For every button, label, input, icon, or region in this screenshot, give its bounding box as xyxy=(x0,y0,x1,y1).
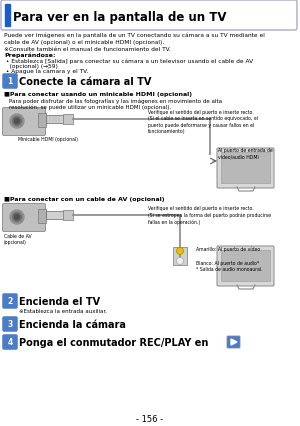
Text: Conecte la cámara al TV: Conecte la cámara al TV xyxy=(19,77,152,87)
Bar xyxy=(38,210,46,224)
FancyBboxPatch shape xyxy=(217,149,274,189)
Text: Al puerto de entrada de video/audio HDMI: Al puerto de entrada de video/audio HDMI xyxy=(218,148,273,159)
Text: Puede ver imágenes en la pantalla de un TV conectando su cámara a su TV mediante: Puede ver imágenes en la pantalla de un … xyxy=(4,33,265,52)
Text: Verifique el sentido del puerto e inserte recto.
(Si el cable se inserta en sent: Verifique el sentido del puerto e insert… xyxy=(148,110,258,134)
Bar xyxy=(46,116,64,124)
Bar xyxy=(5,5,10,27)
Text: Para ver en la pantalla de un TV: Para ver en la pantalla de un TV xyxy=(13,11,226,23)
FancyBboxPatch shape xyxy=(2,204,46,232)
Text: Minicable HDMI (opcional): Minicable HDMI (opcional) xyxy=(18,137,78,142)
Circle shape xyxy=(14,119,20,124)
Text: Encienda el TV: Encienda el TV xyxy=(19,296,100,306)
Text: Blanco: Al puerto de audio*
* Salida de audio monoaural.: Blanco: Al puerto de audio* * Salida de … xyxy=(196,260,262,271)
Bar xyxy=(221,153,270,184)
Bar xyxy=(221,250,270,281)
Circle shape xyxy=(10,115,24,129)
Text: • Apague la cámara y el TV.: • Apague la cámara y el TV. xyxy=(4,69,88,74)
Text: - 156 -: - 156 - xyxy=(136,414,164,423)
Text: Para poder disfrutar de las fotografías y las imágenes en movimiento de alta: Para poder disfrutar de las fotografías … xyxy=(9,99,222,104)
Circle shape xyxy=(176,258,184,265)
Circle shape xyxy=(13,117,22,126)
Text: 4: 4 xyxy=(8,338,13,347)
Text: resolución, se puede utilizar un minicable HDMI (opcional).: resolución, se puede utilizar un minicab… xyxy=(9,104,171,109)
Circle shape xyxy=(14,215,20,220)
FancyBboxPatch shape xyxy=(227,336,240,348)
Circle shape xyxy=(13,213,22,222)
FancyBboxPatch shape xyxy=(2,108,46,136)
Bar xyxy=(38,114,46,128)
Text: ■Para conectar usando un minicable HDMI (opcional): ■Para conectar usando un minicable HDMI … xyxy=(4,92,192,97)
Text: Preparándose:: Preparándose: xyxy=(4,53,55,58)
Text: • Establezca [Salida] para conectar su cámara a un televisor usando el cable de : • Establezca [Salida] para conectar su c… xyxy=(4,59,253,64)
Text: Encienda la cámara: Encienda la cámara xyxy=(19,319,126,329)
Bar xyxy=(63,210,73,221)
Text: 3: 3 xyxy=(8,320,13,329)
Text: Ponga el conmutador REC/PLAY en: Ponga el conmutador REC/PLAY en xyxy=(19,337,208,347)
Text: 1: 1 xyxy=(8,77,13,86)
Polygon shape xyxy=(231,339,237,345)
Text: Verifique el sentido del puerto e inserte recto.
(Si se estropea la forma del pu: Verifique el sentido del puerto e insert… xyxy=(148,205,271,225)
FancyBboxPatch shape xyxy=(1,1,297,31)
FancyBboxPatch shape xyxy=(3,75,17,89)
Text: (opcional) (→59): (opcional) (→59) xyxy=(4,64,58,69)
FancyBboxPatch shape xyxy=(3,317,17,331)
Bar xyxy=(173,248,187,265)
Text: Amarillo: Al puerto de vídeo: Amarillo: Al puerto de vídeo xyxy=(196,246,260,252)
Circle shape xyxy=(176,248,184,255)
Bar xyxy=(46,211,64,219)
FancyBboxPatch shape xyxy=(3,294,17,308)
Text: ※Establezca la entrada auxiliar.: ※Establezca la entrada auxiliar. xyxy=(19,308,107,313)
Text: ■Para conectar con un cable de AV (opcional): ■Para conectar con un cable de AV (opcio… xyxy=(4,196,164,201)
Text: Cable de AV
(opcional): Cable de AV (opcional) xyxy=(4,233,31,245)
Circle shape xyxy=(10,210,24,225)
Text: 2: 2 xyxy=(8,297,13,306)
FancyBboxPatch shape xyxy=(3,335,17,349)
FancyBboxPatch shape xyxy=(217,246,274,286)
Bar xyxy=(63,115,73,125)
